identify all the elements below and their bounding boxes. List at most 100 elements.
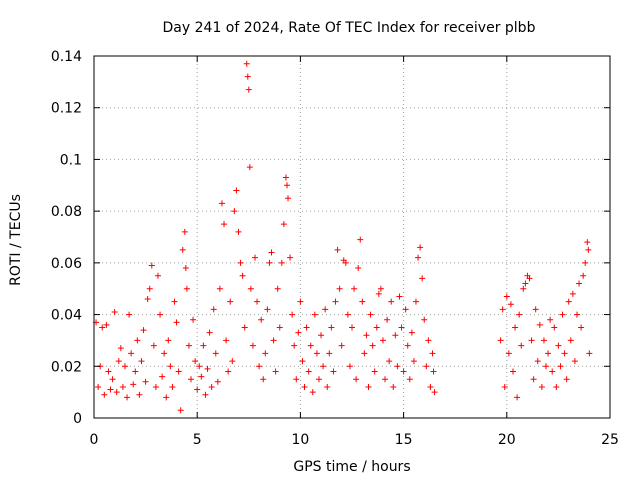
data-point — [565, 298, 572, 305]
data-point — [146, 285, 153, 292]
data-point — [188, 376, 195, 383]
data-point — [130, 381, 137, 388]
data-point — [567, 337, 574, 344]
data-point — [182, 265, 189, 272]
data-point — [538, 383, 545, 390]
data-point — [289, 311, 296, 318]
data-point — [157, 311, 164, 318]
data-point — [200, 342, 207, 349]
data-point — [229, 358, 236, 365]
data-point — [402, 306, 409, 313]
data-point — [328, 324, 335, 331]
data-point — [173, 319, 180, 326]
data-point — [578, 324, 585, 331]
data-point — [555, 342, 562, 349]
data-point — [278, 259, 285, 266]
data-point — [365, 383, 372, 390]
data-point — [512, 324, 519, 331]
data-point — [175, 368, 182, 375]
data-point — [561, 350, 568, 357]
data-point — [216, 285, 223, 292]
y-tick-label: 0.1 — [60, 152, 82, 168]
data-point — [297, 298, 304, 305]
data-point — [183, 285, 190, 292]
data-point — [497, 337, 504, 344]
x-tick-label: 5 — [193, 432, 202, 448]
data-point — [351, 285, 358, 292]
data-point — [499, 306, 506, 313]
data-point — [169, 383, 176, 390]
data-point — [218, 200, 225, 207]
data-point — [580, 272, 587, 279]
data-point — [367, 311, 374, 318]
data-point — [225, 368, 232, 375]
data-point — [342, 259, 349, 266]
data-point — [204, 365, 211, 372]
data-point — [301, 383, 308, 390]
data-point — [202, 391, 209, 398]
x-tick-label: 25 — [601, 432, 619, 448]
data-point — [361, 350, 368, 357]
data-point — [285, 195, 292, 202]
data-point — [559, 311, 566, 318]
data-point — [266, 259, 273, 266]
data-point — [144, 296, 151, 303]
data-point — [113, 389, 120, 396]
data-point — [196, 363, 203, 370]
data-point — [117, 345, 124, 352]
data-point — [214, 378, 221, 385]
data-point — [243, 60, 250, 67]
data-point — [551, 324, 558, 331]
data-point — [379, 337, 386, 344]
data-point — [338, 342, 345, 349]
data-point — [305, 368, 312, 375]
data-point — [522, 280, 529, 287]
data-point — [528, 337, 535, 344]
data-point — [585, 246, 592, 253]
data-point — [111, 308, 118, 315]
data-point — [549, 368, 556, 375]
data-point — [280, 221, 287, 228]
data-point — [309, 389, 316, 396]
data-point — [406, 376, 413, 383]
data-point — [536, 321, 543, 328]
data-point — [167, 363, 174, 370]
data-point — [103, 321, 110, 328]
data-point — [237, 259, 244, 266]
data-point — [152, 383, 159, 390]
data-point — [262, 350, 269, 357]
data-point — [194, 386, 201, 393]
data-point — [584, 239, 591, 246]
data-point — [307, 342, 314, 349]
data-point — [322, 306, 329, 313]
data-point — [346, 363, 353, 370]
data-point — [355, 265, 362, 272]
x-tick-label: 0 — [90, 432, 99, 448]
data-point — [126, 311, 133, 318]
data-point — [526, 275, 533, 282]
data-point — [386, 358, 393, 365]
data-point — [107, 386, 114, 393]
data-point — [382, 376, 389, 383]
y-tick-label: 0.04 — [51, 308, 82, 324]
data-point — [124, 394, 131, 401]
data-point — [421, 316, 428, 323]
data-point — [208, 383, 215, 390]
data-point — [258, 316, 265, 323]
data-point — [244, 73, 251, 80]
data-point — [516, 311, 523, 318]
data-point — [142, 378, 149, 385]
data-point — [299, 358, 306, 365]
data-point — [256, 363, 263, 370]
data-point — [311, 311, 318, 318]
data-point — [251, 254, 258, 261]
data-points — [93, 60, 593, 414]
data-point — [326, 350, 333, 357]
x-axis-label: GPS time / hours — [293, 459, 410, 475]
data-point — [181, 228, 188, 235]
y-tick-label: 0.12 — [51, 101, 82, 117]
data-point — [101, 391, 108, 398]
data-point — [291, 342, 298, 349]
data-point — [429, 350, 436, 357]
data-point — [359, 298, 366, 305]
